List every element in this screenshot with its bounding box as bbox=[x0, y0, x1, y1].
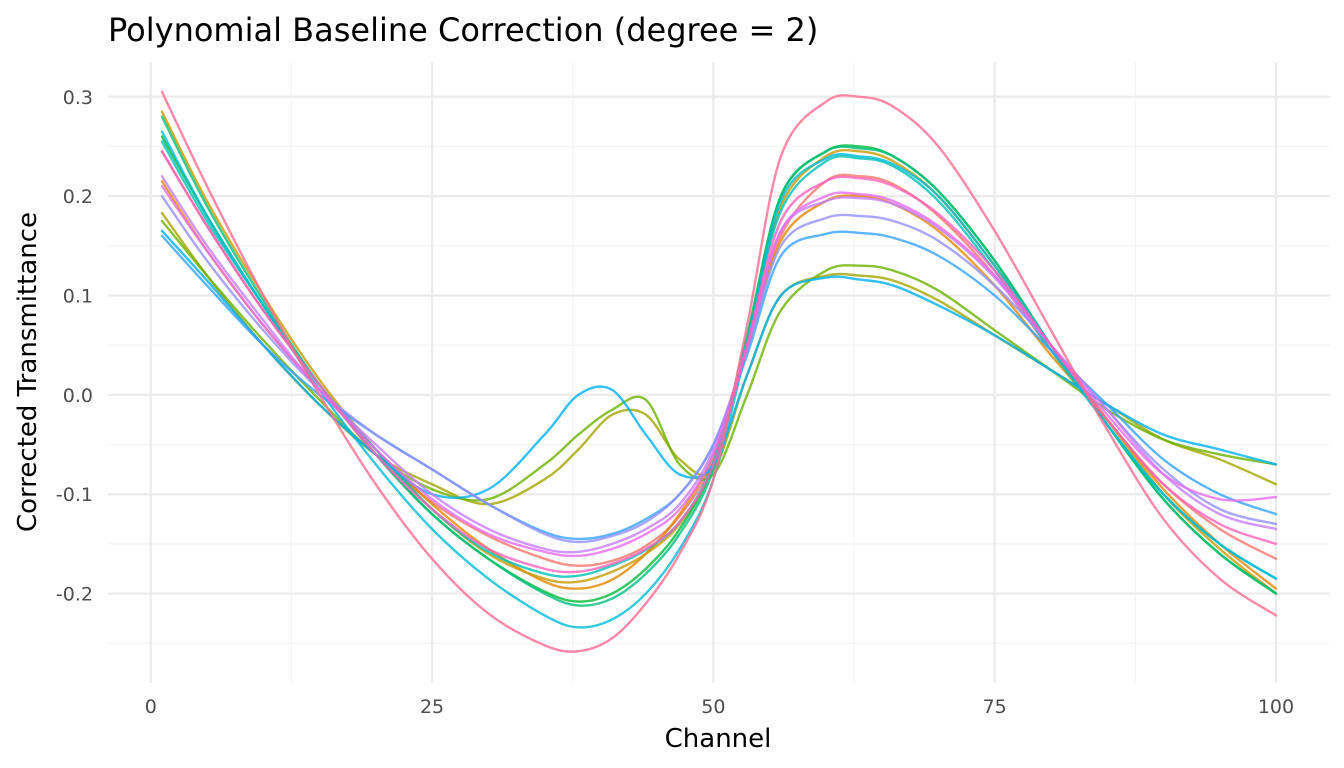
y-tick-label: 0.0 bbox=[63, 385, 93, 407]
x-tick-label: 75 bbox=[983, 696, 1007, 718]
series-line-s12 bbox=[160, 194, 1278, 544]
series-line-s13 bbox=[160, 175, 1278, 554]
y-tick-label: -0.1 bbox=[56, 484, 93, 506]
y-tick-label: 0.2 bbox=[63, 186, 93, 208]
x-tick-label: 100 bbox=[1258, 696, 1294, 718]
x-tick-label: 0 bbox=[145, 696, 157, 718]
series-line-s14 bbox=[160, 185, 1278, 558]
series-line-s6 bbox=[160, 135, 1278, 603]
series-line-s9 bbox=[160, 130, 1278, 629]
x-tick-label: 25 bbox=[420, 696, 444, 718]
series-line-s8 bbox=[160, 140, 1278, 580]
series-line-s16 bbox=[160, 90, 1278, 653]
y-axis-title: Corrected Transmittance bbox=[13, 212, 43, 532]
axis-ticks: 0 25 50 75 100 -0.2 -0.1 0.0 0.1 0.2 0.3 bbox=[56, 87, 1294, 718]
y-tick-label: 0.1 bbox=[63, 285, 93, 307]
series-line-s2 bbox=[160, 180, 1278, 590]
grid bbox=[108, 62, 1330, 683]
series-line-s11 bbox=[160, 230, 1278, 541]
series-line-s3 bbox=[160, 110, 1278, 595]
series-line-s7 bbox=[160, 115, 1278, 607]
series-layer bbox=[160, 90, 1278, 653]
y-tick-label: -0.2 bbox=[56, 584, 93, 606]
x-tick-label: 50 bbox=[701, 696, 725, 718]
series-line-s15 bbox=[160, 150, 1278, 574]
x-axis-title: Channel bbox=[665, 724, 772, 754]
y-tick-label: 0.3 bbox=[63, 87, 93, 109]
chart-title: Polynomial Baseline Correction (degree =… bbox=[108, 11, 818, 49]
series-line-s1 bbox=[160, 150, 1278, 567]
